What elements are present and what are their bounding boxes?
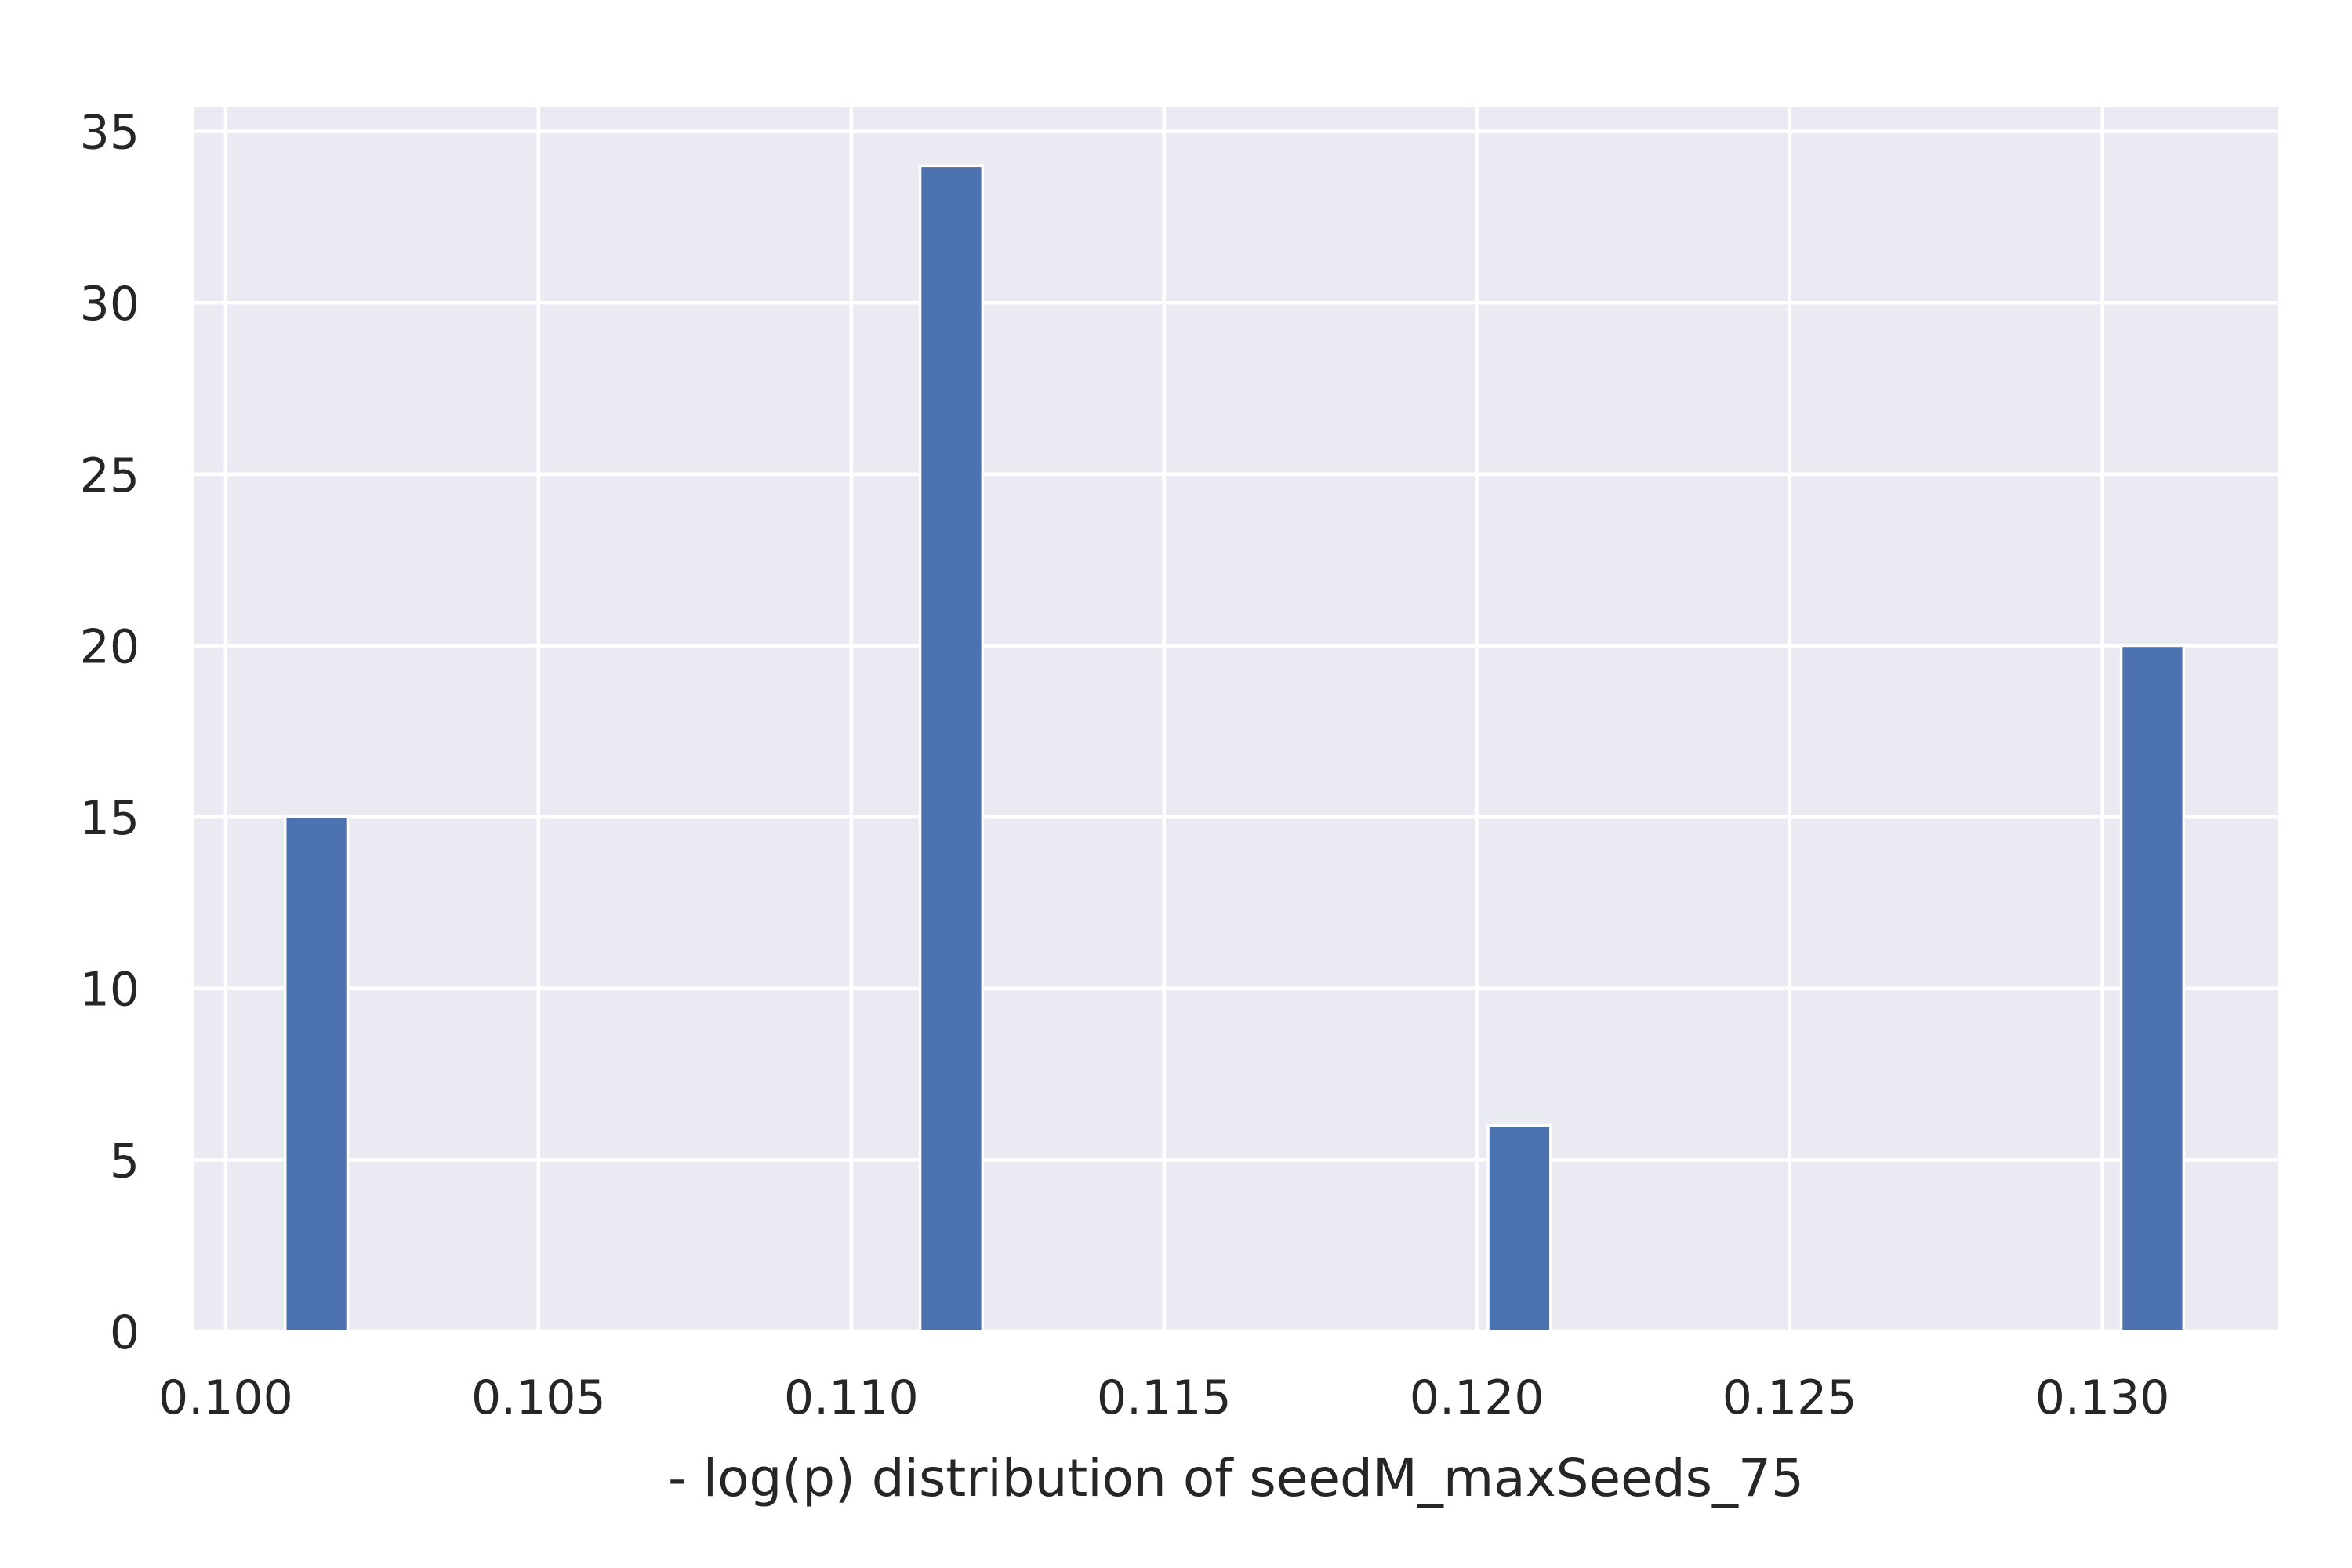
y-tick-label: 20 xyxy=(80,619,140,674)
x-tick-label: 0.105 xyxy=(471,1370,606,1425)
y-tick-label: 15 xyxy=(80,791,140,846)
grid xyxy=(194,107,2278,1334)
histogram-bar xyxy=(283,815,350,1333)
y-tick-label: 30 xyxy=(80,277,140,332)
x-tick-label: 0.130 xyxy=(2035,1370,2170,1425)
bars xyxy=(283,164,2186,1333)
x-axis-label: - log(p) distribution of seedM_maxSeeds_… xyxy=(668,1448,1804,1508)
y-tick-label: 5 xyxy=(110,1134,140,1189)
histogram-bar xyxy=(2119,644,2186,1333)
y-tick-label: 35 xyxy=(80,106,140,161)
y-tick-label: 10 xyxy=(80,963,140,1018)
x-tick-labels: 0.100 0.105 0.110 0.115 0.120 0.125 0.130 xyxy=(158,1370,2169,1425)
x-tick-label: 0.100 xyxy=(158,1370,293,1425)
x-tick-label: 0.115 xyxy=(1097,1370,1232,1425)
histogram-bar xyxy=(918,164,985,1333)
x-tick-label: 0.125 xyxy=(1722,1370,1857,1425)
x-tick-label: 0.110 xyxy=(784,1370,919,1425)
x-tick-label: 0.120 xyxy=(1410,1370,1544,1425)
y-tick-labels: 0 5 10 15 20 25 30 35 xyxy=(80,106,140,1360)
histogram-bar xyxy=(1486,1123,1552,1333)
plot-area xyxy=(194,107,2278,1331)
y-tick-label: 0 xyxy=(110,1305,140,1360)
y-tick-label: 25 xyxy=(80,448,140,503)
